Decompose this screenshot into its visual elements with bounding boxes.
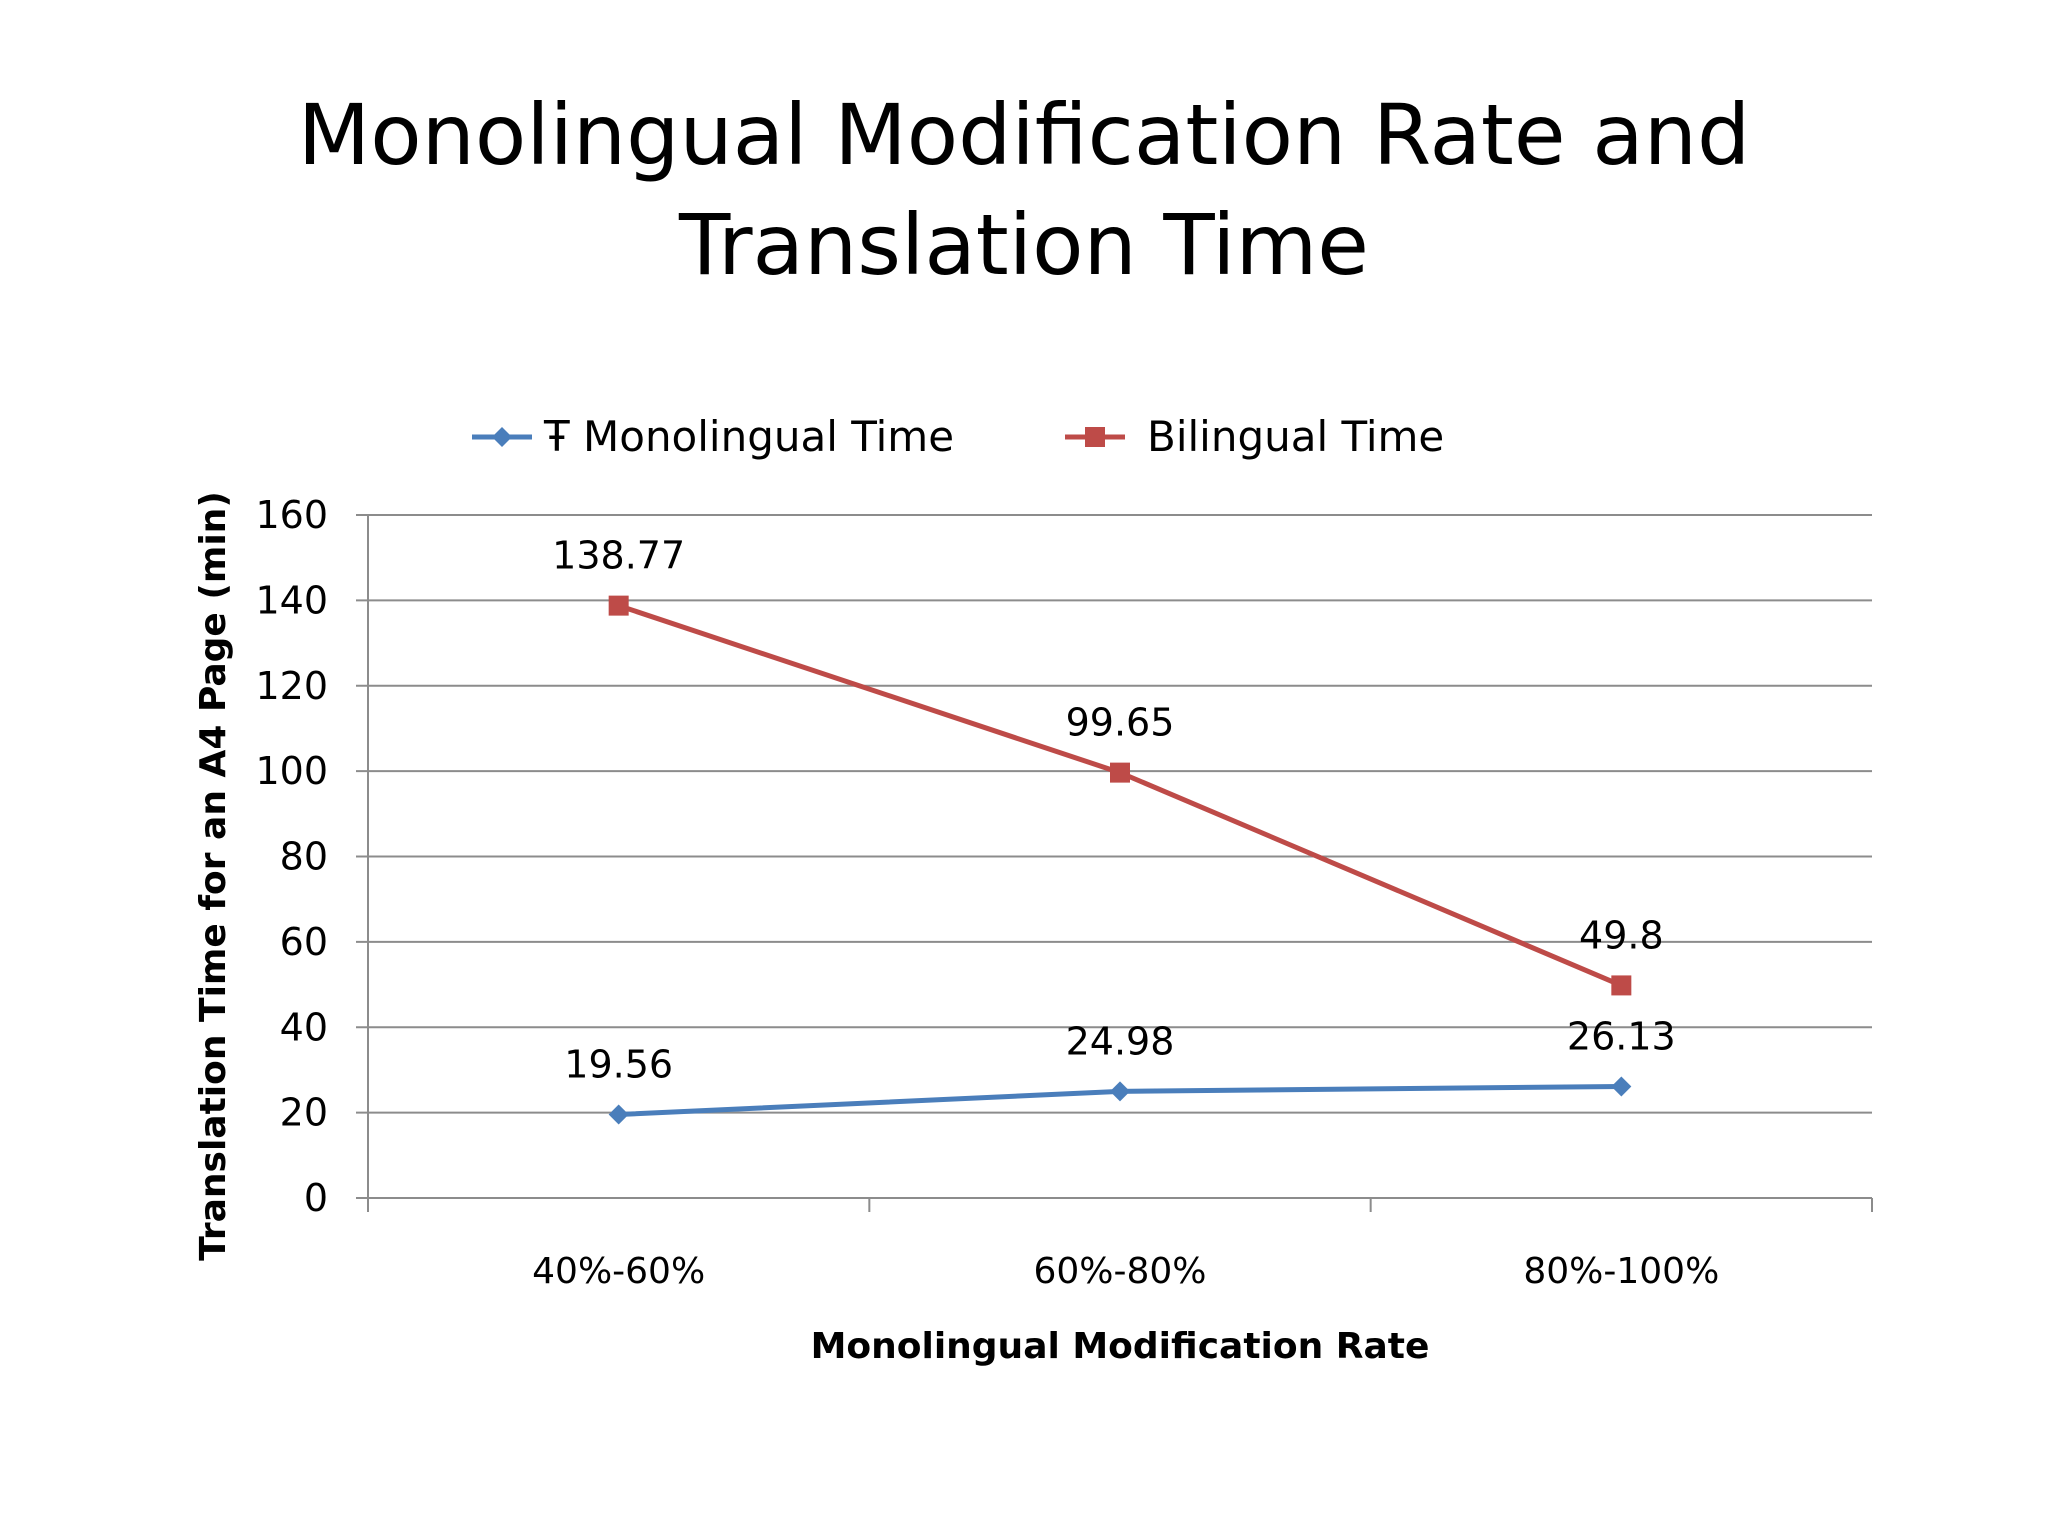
y-tick-label-80: 80	[280, 835, 328, 879]
gridlines	[368, 514, 1872, 1114]
x-axis-label: Monolingual Modification Rate	[811, 1326, 1430, 1367]
x-tick-label-2: 80%-100%	[1523, 1251, 1719, 1292]
y-tick-label-0: 0	[304, 1176, 328, 1220]
y-tick-label-40: 40	[280, 1005, 328, 1049]
data-label-monolingual-time-0: 19.56	[564, 1043, 673, 1087]
legend-marker-monolingual-time	[492, 427, 512, 447]
y-tick-labels: 0 20 40 60 80 100 120 140 160	[255, 493, 328, 1220]
data-label-bilingual-time-2: 49.8	[1579, 913, 1664, 957]
x-tick-label-1: 60%-80%	[1033, 1251, 1206, 1292]
y-tick-label-100: 100	[255, 749, 328, 793]
slide-title: Monolingual Modification Rate and Transl…	[297, 86, 1751, 294]
series-bilingual-time: 138.77 99.65 49.8	[552, 534, 1664, 996]
data-label-bilingual-time-1: 99.65	[1066, 701, 1175, 745]
legend: Ŧ Monolingual Time Bilingual Time	[472, 412, 1444, 461]
data-point-monolingual-time-2	[1611, 1076, 1632, 1097]
y-tick-label-160: 160	[255, 493, 328, 537]
legend-marker-bilingual-time	[1085, 427, 1105, 447]
legend-label-monolingual-time: Ŧ Monolingual Time	[543, 412, 954, 461]
data-point-bilingual-time-0	[608, 595, 629, 616]
y-tick-label-140: 140	[255, 578, 328, 622]
data-label-bilingual-time-0: 138.77	[552, 534, 685, 578]
y-tick-label-60: 60	[280, 920, 328, 964]
data-point-monolingual-time-0	[608, 1104, 629, 1125]
x-tick-label-0: 40%-60%	[532, 1251, 705, 1292]
y-axis-label: Translation Time for an A4 Page (min)	[193, 491, 234, 1261]
data-point-monolingual-time-1	[1110, 1081, 1130, 1102]
y-tick-label-120: 120	[255, 664, 328, 708]
legend-item-bilingual-time: Bilingual Time	[1065, 412, 1444, 461]
legend-item-monolingual-time: Ŧ Monolingual Time	[472, 412, 954, 461]
data-point-bilingual-time-2	[1611, 975, 1632, 996]
legend-label-bilingual-time: Bilingual Time	[1147, 412, 1444, 461]
data-label-monolingual-time-1: 24.98	[1066, 1019, 1175, 1063]
data-label-monolingual-time-2: 26.13	[1567, 1014, 1676, 1058]
series-layer: 19.56 24.98 26.13 138.77 99.65 49.8	[552, 534, 1676, 1125]
x-tick-labels: 40%-60% 60%-80% 80%-100%	[532, 1251, 1719, 1292]
data-point-bilingual-time-1	[1110, 762, 1130, 783]
series-line-bilingual-time	[617, 603, 1623, 988]
axes	[356, 514, 1873, 1212]
series-monolingual-time: 19.56 24.98 26.13	[564, 1014, 1676, 1125]
y-tick-label-20: 20	[280, 1091, 328, 1135]
